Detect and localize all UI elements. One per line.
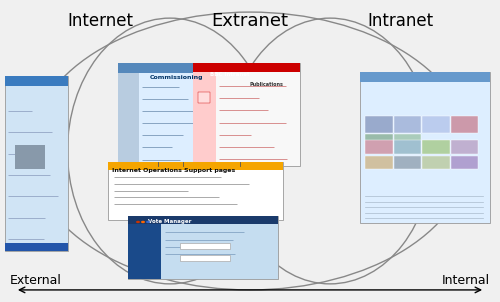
Text: Internet: Internet (67, 12, 133, 30)
Bar (394, 134, 421, 151)
Bar (192, 72, 216, 166)
Bar (422, 156, 450, 169)
Bar (450, 140, 478, 154)
Bar (360, 72, 490, 82)
Bar (360, 72, 490, 223)
Bar (128, 224, 160, 279)
Bar (108, 162, 282, 220)
Circle shape (146, 221, 150, 223)
Bar (180, 255, 230, 261)
Bar (118, 63, 215, 166)
Bar (422, 140, 450, 154)
Bar (422, 116, 450, 133)
Bar (365, 134, 392, 151)
Text: Internet Operations Support pages: Internet Operations Support pages (112, 168, 236, 173)
Text: Extranet: Extranet (212, 12, 288, 30)
Bar (192, 63, 300, 72)
Bar (128, 216, 278, 279)
Bar (118, 63, 215, 73)
Bar (450, 156, 478, 169)
Bar (365, 116, 392, 133)
Circle shape (136, 221, 140, 223)
Bar (394, 156, 421, 169)
Bar (365, 140, 392, 154)
Bar (15, 145, 45, 169)
Bar (180, 243, 230, 249)
Bar (5, 76, 68, 86)
Bar (108, 162, 282, 170)
Bar (450, 116, 478, 133)
Bar (118, 73, 139, 166)
Bar (5, 76, 68, 251)
Bar (192, 63, 300, 166)
Text: Vote Manager: Vote Manager (148, 220, 192, 224)
Bar (394, 116, 421, 133)
Text: Commissioning: Commissioning (150, 75, 204, 79)
Bar (365, 156, 392, 169)
Bar (128, 216, 278, 224)
Text: External: External (10, 274, 62, 287)
Circle shape (141, 221, 145, 223)
Bar (198, 92, 210, 103)
Text: Intranet: Intranet (367, 12, 433, 30)
Bar (5, 243, 68, 251)
Text: Internal: Internal (442, 274, 490, 287)
Text: Publications: Publications (250, 82, 284, 87)
Bar (394, 140, 421, 154)
Text: BBC Intranet: BBC Intranet (210, 72, 250, 77)
